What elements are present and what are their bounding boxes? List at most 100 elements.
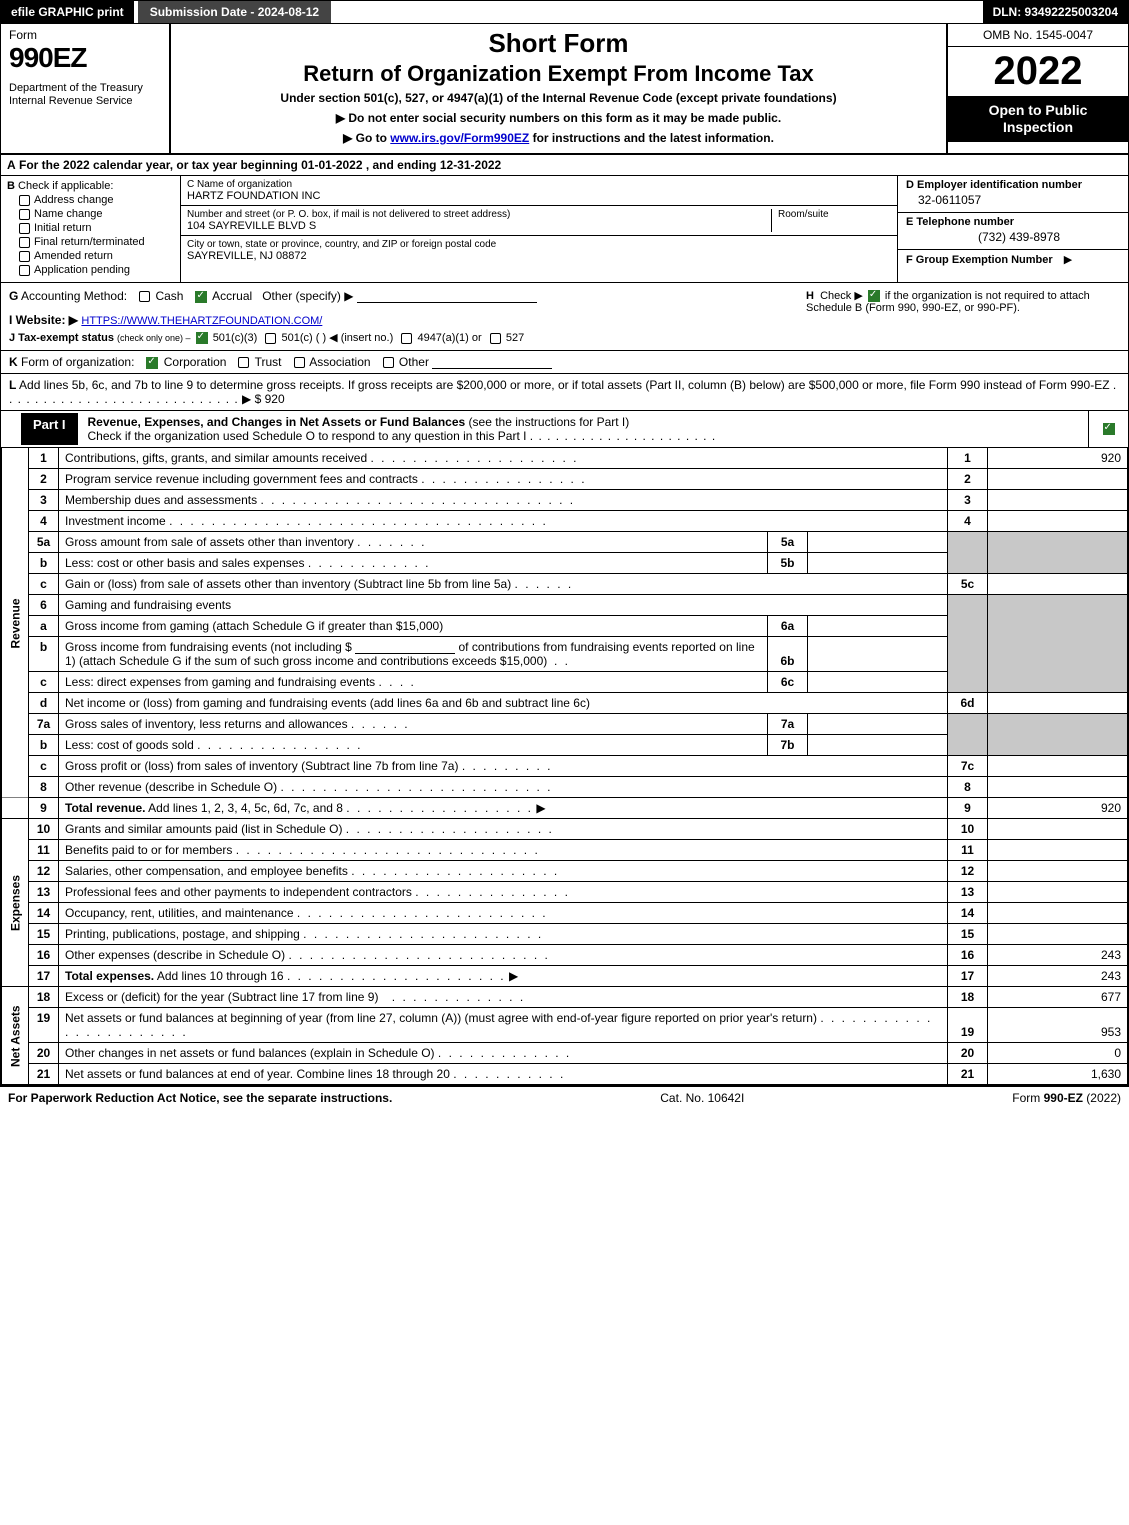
line-num: 15 xyxy=(29,924,59,945)
checkbox-accrual[interactable] xyxy=(195,291,207,303)
line-desc: Gross amount from sale of assets other t… xyxy=(59,532,768,553)
ssn-warning-text: Do not enter social security numbers on … xyxy=(348,111,781,125)
checkbox-527[interactable] xyxy=(490,333,501,344)
label-g: G xyxy=(9,289,18,303)
line-desc: Other changes in net assets or fund bala… xyxy=(59,1043,948,1064)
checkbox-trust[interactable] xyxy=(238,357,249,368)
line-5b: b Less: cost or other basis and sales ex… xyxy=(2,553,1128,574)
result-val: 243 xyxy=(988,966,1128,987)
other-label: Other (specify) ▶ xyxy=(262,289,353,303)
result-val: 1,630 xyxy=(988,1064,1128,1085)
result-num-shaded xyxy=(948,595,988,616)
netassets-vertical-label: Net Assets xyxy=(2,987,29,1085)
topbar-spacer xyxy=(331,1,982,23)
city-value: SAYREVILLE, NJ 08872 xyxy=(187,250,891,262)
result-num: 9 xyxy=(948,798,988,819)
line-6d: d Net income or (loss) from gaming and f… xyxy=(2,693,1128,714)
label-b: B xyxy=(7,180,15,192)
part-1-label: Part I xyxy=(21,413,78,445)
line-7b: b Less: cost of goods sold . . . . . . .… xyxy=(2,735,1128,756)
group-exemption-label: F Group Exemption Number xyxy=(906,254,1053,266)
result-num: 15 xyxy=(948,924,988,945)
column-def: D Employer identification number 32-0611… xyxy=(898,176,1128,282)
line-num: 2 xyxy=(29,469,59,490)
line-num: 9 xyxy=(29,798,59,819)
website-link[interactable]: HTTPS://WWW.THEHARTZFOUNDATION.COM/ xyxy=(81,315,322,327)
result-num: 11 xyxy=(948,840,988,861)
column-b: B Check if applicable: Address change Na… xyxy=(1,176,181,282)
result-val xyxy=(988,777,1128,798)
cat-number: Cat. No. 10642I xyxy=(660,1091,744,1105)
line-16: 16 Other expenses (describe in Schedule … xyxy=(2,945,1128,966)
line-num: 19 xyxy=(29,1008,59,1043)
checkbox-schedule-b[interactable] xyxy=(868,290,880,302)
501c3-label: 501(c)(3) xyxy=(213,332,258,344)
corporation-label: Corporation xyxy=(164,355,227,369)
form-header: Form 990EZ Department of the Treasury In… xyxy=(1,24,1128,155)
line-num: 21 xyxy=(29,1064,59,1085)
line-num: 17 xyxy=(29,966,59,987)
line-20: 20 Other changes in net assets or fund b… xyxy=(2,1043,1128,1064)
line-desc: Gross income from fundraising events (no… xyxy=(59,637,768,672)
line-desc: Less: cost of goods sold . . . . . . . .… xyxy=(59,735,768,756)
address-value: 104 SAYREVILLE BLVD S xyxy=(187,220,765,232)
result-val xyxy=(988,574,1128,595)
row-a: A For the 2022 calendar year, or tax yea… xyxy=(1,155,1128,176)
checkbox-501c3[interactable] xyxy=(196,332,208,344)
contrib-amount-input[interactable] xyxy=(355,640,455,654)
checkbox-initial-return[interactable]: Initial return xyxy=(19,222,174,234)
phone-value: (732) 439-8978 xyxy=(906,228,1120,246)
sub-box-label: 5b xyxy=(768,553,808,574)
result-val xyxy=(988,861,1128,882)
checkbox-schedule-o[interactable] xyxy=(1103,423,1115,435)
checkbox-amended-return[interactable]: Amended return xyxy=(19,250,174,262)
line-21: 21 Net assets or fund balances at end of… xyxy=(2,1064,1128,1085)
association-label: Association xyxy=(309,355,370,369)
sub-box-val xyxy=(808,532,948,553)
form-number: 990EZ xyxy=(9,42,161,74)
sub-box-val xyxy=(808,637,948,672)
line-desc: Investment income . . . . . . . . . . . … xyxy=(59,511,948,532)
checkbox-association[interactable] xyxy=(294,357,305,368)
line-9: 9 Total revenue. Add lines 1, 2, 3, 4, 5… xyxy=(2,798,1128,819)
line-num: 1 xyxy=(29,448,59,469)
checkbox-label: Final return/terminated xyxy=(34,236,145,248)
part-1-header: Part I Revenue, Expenses, and Changes in… xyxy=(1,411,1128,448)
result-val xyxy=(988,903,1128,924)
checkbox-address-change[interactable]: Address change xyxy=(19,194,174,206)
result-num: 2 xyxy=(948,469,988,490)
result-num-shaded xyxy=(948,672,988,693)
other-specify-input[interactable] xyxy=(357,289,537,303)
checkbox-name-change[interactable]: Name change xyxy=(19,208,174,220)
checkbox-4947[interactable] xyxy=(401,333,412,344)
checkbox-final-return[interactable]: Final return/terminated xyxy=(19,236,174,248)
line-5c: c Gain or (loss) from sale of assets oth… xyxy=(2,574,1128,595)
result-val-shaded xyxy=(988,553,1128,574)
gross-receipts-amount: $ 920 xyxy=(255,392,285,406)
checkbox-corporation[interactable] xyxy=(146,357,158,369)
checkbox-501c[interactable] xyxy=(265,333,276,344)
result-num: 20 xyxy=(948,1043,988,1064)
result-num: 10 xyxy=(948,819,988,840)
line-desc: Gross profit or (loss) from sales of inv… xyxy=(59,756,948,777)
checkbox-icon xyxy=(19,251,30,262)
result-num: 19 xyxy=(948,1008,988,1043)
part-1-title: Revenue, Expenses, and Changes in Net As… xyxy=(88,415,466,429)
irs-link[interactable]: www.irs.gov/Form990EZ xyxy=(390,131,529,145)
checkbox-cash[interactable] xyxy=(139,291,150,302)
result-num: 18 xyxy=(948,987,988,1008)
line-6a: a Gross income from gaming (attach Sched… xyxy=(2,616,1128,637)
sub-box-val xyxy=(808,714,948,735)
result-val-shaded xyxy=(988,595,1128,616)
cash-label: Cash xyxy=(155,289,183,303)
checkbox-other-org[interactable] xyxy=(383,357,394,368)
other-org-input[interactable] xyxy=(432,355,552,369)
line-num: 7a xyxy=(29,714,59,735)
result-val-shaded xyxy=(988,616,1128,637)
line-num: 12 xyxy=(29,861,59,882)
result-num-shaded xyxy=(948,553,988,574)
line-desc: Less: direct expenses from gaming and fu… xyxy=(59,672,768,693)
efile-print-label[interactable]: efile GRAPHIC print xyxy=(1,1,134,23)
checkbox-application-pending[interactable]: Application pending xyxy=(19,264,174,276)
result-num-shaded xyxy=(948,735,988,756)
